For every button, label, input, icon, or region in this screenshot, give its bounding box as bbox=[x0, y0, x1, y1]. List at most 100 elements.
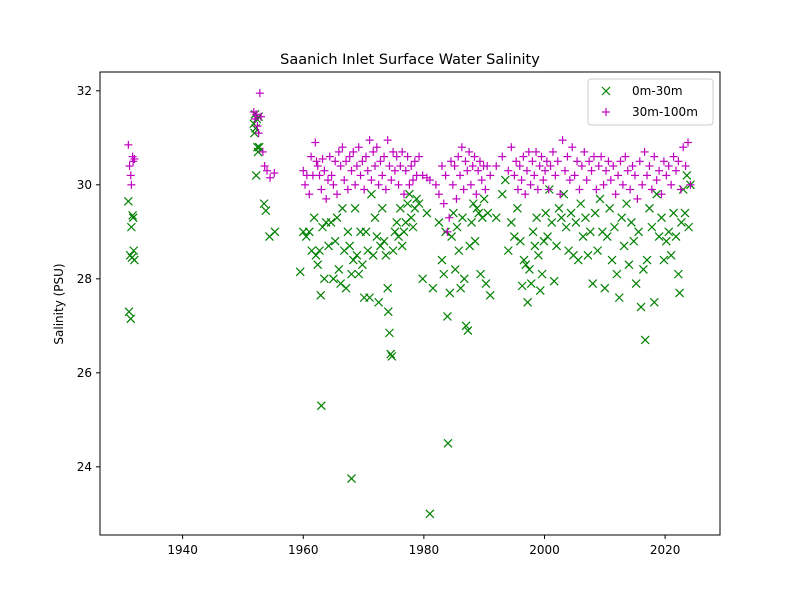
data-point bbox=[510, 171, 519, 180]
data-point bbox=[589, 152, 598, 161]
data-point bbox=[254, 129, 263, 138]
data-point bbox=[474, 166, 483, 175]
data-point bbox=[338, 143, 347, 152]
data-point bbox=[445, 213, 454, 222]
data-point bbox=[352, 162, 361, 171]
data-point bbox=[253, 122, 262, 131]
data-point bbox=[568, 143, 577, 152]
data-point bbox=[448, 180, 457, 189]
data-point bbox=[383, 307, 393, 317]
data-point bbox=[503, 246, 513, 256]
data-point bbox=[530, 241, 540, 251]
data-point bbox=[554, 203, 564, 213]
data-point bbox=[387, 176, 396, 185]
data-point bbox=[452, 222, 462, 232]
series-shallow bbox=[123, 109, 695, 519]
data-point bbox=[340, 176, 349, 185]
data-point bbox=[647, 185, 656, 194]
data-point bbox=[546, 162, 555, 171]
data-point bbox=[533, 185, 542, 194]
data-point bbox=[581, 213, 590, 223]
data-point bbox=[507, 143, 516, 152]
data-point bbox=[369, 147, 378, 156]
data-point bbox=[343, 185, 352, 194]
data-point bbox=[398, 147, 407, 156]
data-point bbox=[318, 154, 327, 163]
data-point bbox=[506, 217, 516, 227]
data-point bbox=[526, 180, 535, 189]
data-point bbox=[439, 269, 449, 279]
data-point bbox=[263, 166, 272, 175]
data-point bbox=[348, 255, 358, 265]
data-point bbox=[535, 286, 545, 295]
axes: 1940 1960 1980 2000 2020 24 26 28 30 32 bbox=[77, 71, 721, 557]
data-point bbox=[577, 162, 586, 171]
data-point bbox=[491, 213, 501, 223]
data-point bbox=[395, 203, 405, 213]
data-point bbox=[311, 250, 321, 260]
data-point bbox=[523, 297, 533, 307]
data-point bbox=[404, 189, 414, 199]
data-point bbox=[476, 269, 485, 279]
data-point bbox=[612, 269, 622, 279]
data-point bbox=[607, 255, 617, 265]
data-point bbox=[379, 236, 389, 246]
data-point bbox=[635, 157, 644, 166]
data-point bbox=[671, 166, 680, 175]
data-point bbox=[349, 147, 358, 156]
data-point bbox=[126, 171, 135, 180]
data-point bbox=[629, 236, 639, 246]
data-point bbox=[486, 171, 495, 180]
data-point bbox=[565, 176, 574, 185]
data-point bbox=[465, 147, 474, 156]
data-point bbox=[383, 283, 393, 293]
legend-label: 0m-30m bbox=[632, 84, 683, 98]
data-point bbox=[313, 162, 322, 171]
data-point bbox=[360, 185, 369, 194]
data-point bbox=[521, 260, 531, 270]
data-point bbox=[128, 213, 138, 223]
data-point bbox=[406, 213, 416, 223]
data-point bbox=[655, 166, 664, 175]
data-point bbox=[515, 236, 525, 246]
data-point bbox=[307, 152, 316, 161]
data-point bbox=[541, 208, 551, 218]
data-point bbox=[442, 312, 452, 321]
data-point bbox=[519, 152, 528, 161]
data-point bbox=[418, 171, 427, 180]
data-point bbox=[638, 264, 648, 274]
data-point bbox=[513, 185, 522, 194]
data-point bbox=[578, 232, 588, 241]
data-point bbox=[368, 250, 378, 260]
data-point bbox=[445, 288, 455, 298]
data-point bbox=[647, 222, 657, 232]
data-point bbox=[361, 227, 371, 237]
data-point bbox=[356, 171, 365, 180]
data-point bbox=[331, 157, 340, 166]
data-point bbox=[667, 180, 676, 189]
data-point bbox=[261, 206, 271, 216]
data-point bbox=[474, 208, 484, 218]
data-point bbox=[304, 227, 314, 237]
data-point bbox=[407, 162, 416, 171]
data-point bbox=[524, 147, 533, 156]
data-point bbox=[403, 199, 413, 209]
data-point bbox=[517, 176, 526, 185]
data-point bbox=[388, 246, 398, 256]
data-point bbox=[477, 176, 486, 185]
data-point bbox=[351, 180, 360, 189]
data-point bbox=[539, 176, 548, 185]
data-point bbox=[583, 250, 593, 260]
data-point bbox=[458, 213, 467, 223]
data-point bbox=[345, 241, 355, 251]
data-point bbox=[370, 213, 380, 223]
data-point bbox=[585, 227, 595, 237]
data-point bbox=[580, 147, 589, 156]
data-point bbox=[592, 185, 601, 194]
data-point bbox=[301, 232, 311, 241]
data-point bbox=[128, 210, 137, 220]
data-point bbox=[664, 162, 673, 171]
data-point bbox=[447, 157, 456, 166]
data-point bbox=[582, 176, 591, 185]
data-point bbox=[270, 227, 280, 237]
